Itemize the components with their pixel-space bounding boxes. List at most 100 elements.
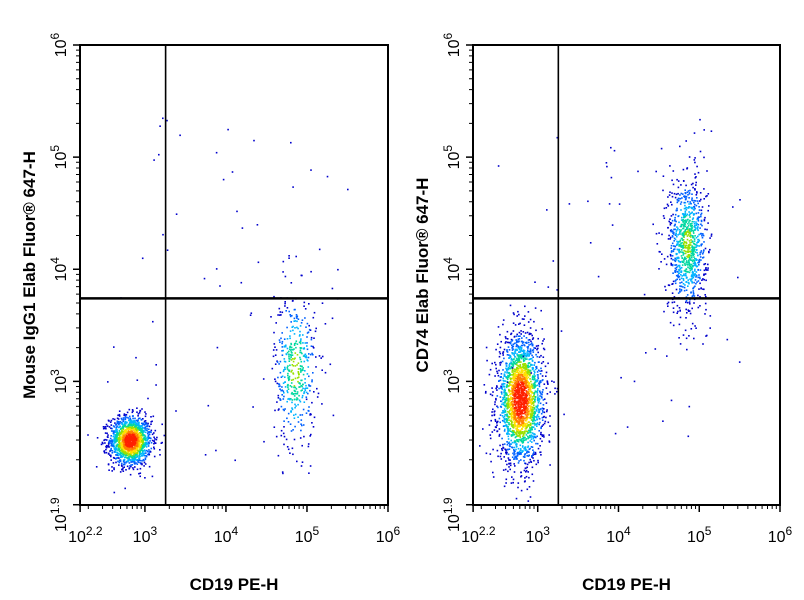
- event-dot: [139, 462, 142, 464]
- event-dot: [521, 424, 524, 426]
- event-dot: [506, 415, 508, 417]
- event-dot: [529, 318, 532, 321]
- event-dot: [684, 196, 686, 199]
- event-dot: [526, 399, 529, 402]
- event-dot: [529, 390, 531, 393]
- event-dot: [697, 280, 700, 282]
- event-dot: [667, 301, 670, 304]
- event-dot: [508, 372, 511, 374]
- event-dot: [123, 439, 126, 442]
- event-dot: [533, 407, 536, 409]
- event-dot: [506, 369, 508, 372]
- event-dot: [679, 291, 681, 293]
- event-dot: [522, 440, 524, 442]
- event-dot: [113, 491, 116, 494]
- event-dot: [513, 387, 515, 390]
- event-dot: [537, 404, 539, 407]
- event-dot: [539, 437, 542, 440]
- event-dot: [137, 413, 140, 415]
- event-dot: [512, 372, 515, 374]
- event-dot: [695, 223, 698, 225]
- event-dot: [682, 283, 685, 285]
- event-dot: [530, 380, 532, 383]
- event-dot: [538, 398, 541, 401]
- event-dot: [695, 184, 697, 186]
- event-dot: [520, 348, 523, 350]
- event-dot: [529, 350, 532, 352]
- event-dot: [677, 259, 680, 262]
- event-dot: [501, 419, 504, 422]
- event-dot: [124, 451, 126, 453]
- event-dot: [121, 465, 123, 467]
- event-dot: [146, 424, 149, 426]
- event-dot: [516, 420, 519, 423]
- event-dot: [547, 421, 550, 424]
- event-dot: [139, 475, 141, 478]
- event-dot: [515, 371, 518, 374]
- event-dot: [134, 417, 136, 420]
- event-dot: [494, 361, 496, 364]
- event-dot: [305, 384, 307, 387]
- event-dot: [137, 432, 140, 435]
- event-dot: [540, 395, 543, 398]
- event-dot: [676, 201, 679, 204]
- event-dot: [675, 232, 677, 234]
- event-dot: [518, 379, 521, 382]
- event-dot: [519, 410, 522, 413]
- event-dot: [508, 459, 510, 461]
- event-dot: [515, 456, 518, 458]
- event-dot: [511, 359, 514, 361]
- event-dot: [290, 342, 292, 345]
- event-dot: [331, 287, 334, 290]
- event-dot: [159, 125, 161, 127]
- event-dot: [296, 320, 298, 323]
- event-dot: [123, 436, 125, 439]
- event-dot: [679, 261, 682, 264]
- event-dot: [693, 295, 696, 297]
- event-dot: [113, 448, 116, 451]
- event-dot: [509, 459, 511, 461]
- event-dot: [493, 429, 496, 431]
- event-dot: [134, 437, 137, 440]
- event-dot: [505, 367, 507, 370]
- event-dot: [517, 440, 520, 443]
- event-dot: [540, 433, 542, 436]
- event-dot: [530, 419, 533, 421]
- event-dot: [148, 449, 150, 451]
- event-dot: [133, 444, 136, 447]
- event-dot: [679, 316, 682, 319]
- event-dot: [693, 199, 696, 202]
- event-dot: [516, 394, 518, 396]
- event-dot: [290, 411, 292, 413]
- event-dot: [138, 432, 141, 434]
- event-dot: [499, 396, 502, 398]
- event-dot: [117, 443, 119, 446]
- event-dot: [289, 398, 291, 401]
- event-dot: [516, 439, 519, 441]
- event-dot: [491, 411, 493, 413]
- event-dot: [531, 435, 534, 438]
- event-dot: [283, 360, 286, 363]
- event-dot: [512, 386, 515, 388]
- event-dot: [691, 268, 693, 271]
- event-dot: [482, 428, 484, 430]
- event-dot: [501, 412, 503, 414]
- event-dot: [537, 416, 540, 418]
- event-dot: [135, 428, 137, 430]
- event-dot: [133, 455, 136, 457]
- event-dot: [215, 268, 218, 270]
- event-dot: [532, 375, 534, 377]
- event-dot: [523, 388, 525, 391]
- event-dot: [150, 442, 153, 444]
- event-dot: [138, 429, 141, 431]
- event-dot: [672, 213, 674, 216]
- event-dot: [510, 366, 513, 368]
- event-dot: [128, 449, 130, 452]
- event-dot: [119, 425, 121, 428]
- event-dot: [690, 279, 692, 282]
- event-dot: [533, 382, 536, 384]
- event-dot: [682, 225, 685, 227]
- event-dot: [510, 416, 513, 418]
- event-dot: [525, 420, 527, 422]
- event-dot: [688, 282, 690, 285]
